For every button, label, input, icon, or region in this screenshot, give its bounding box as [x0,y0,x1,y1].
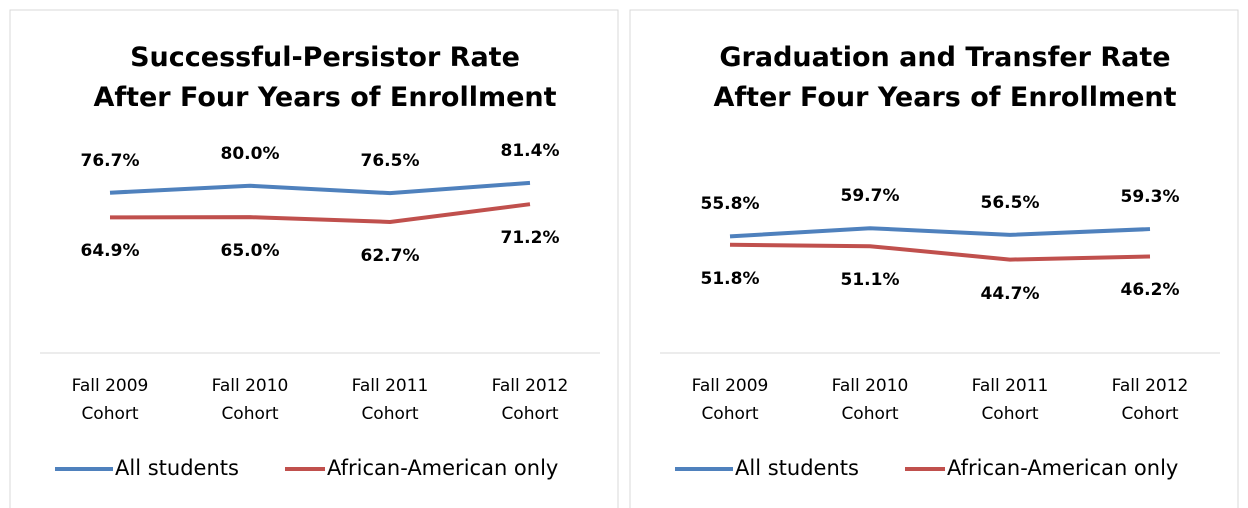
data-label: 76.5% [360,151,420,172]
data-label: 44.7% [980,283,1040,304]
legend-label: African-American only [327,456,559,480]
data-label: 46.2% [1120,280,1180,301]
data-label: 59.3% [1120,187,1180,208]
data-label: 51.1% [840,270,900,291]
x-tick-label: Fall 2010 Cohort [211,376,289,424]
data-label: 81.4% [500,140,560,161]
x-tick-label: Fall 2012 Cohort [491,376,569,424]
data-label: 56.5% [980,192,1040,213]
x-tick-label: Fall 2010 Cohort [831,376,909,424]
legend-label: African-American only [947,456,1179,480]
series-line [109,202,531,224]
data-label: 71.2% [500,228,560,249]
data-label: 62.7% [360,245,420,266]
x-tick-label: Fall 2011 Cohort [971,376,1049,424]
x-tick-label: Fall 2012 Cohort [1111,376,1189,424]
panel-border [9,9,619,508]
series-line [109,180,531,196]
chart-title: Successful-Persistor Rate After Four Yea… [93,42,557,113]
data-label: 59.7% [840,186,900,207]
chart-title: Graduation and Transfer Rate After Four … [713,42,1177,113]
data-label: 64.9% [80,241,140,262]
x-tick-label: Fall 2011 Cohort [351,376,429,424]
panel-border [629,9,1239,508]
x-tick-label: Fall 2009 Cohort [71,376,149,424]
data-label: 80.0% [220,143,280,164]
legend-label: All students [735,456,859,480]
data-label: 76.7% [80,150,140,171]
series-line [729,242,1151,262]
data-label: 51.8% [700,268,760,289]
data-label: 55.8% [700,194,760,215]
series-line [729,226,1151,239]
legend-label: All students [115,456,239,480]
data-label: 65.0% [220,241,280,262]
x-tick-label: Fall 2009 Cohort [691,376,769,424]
